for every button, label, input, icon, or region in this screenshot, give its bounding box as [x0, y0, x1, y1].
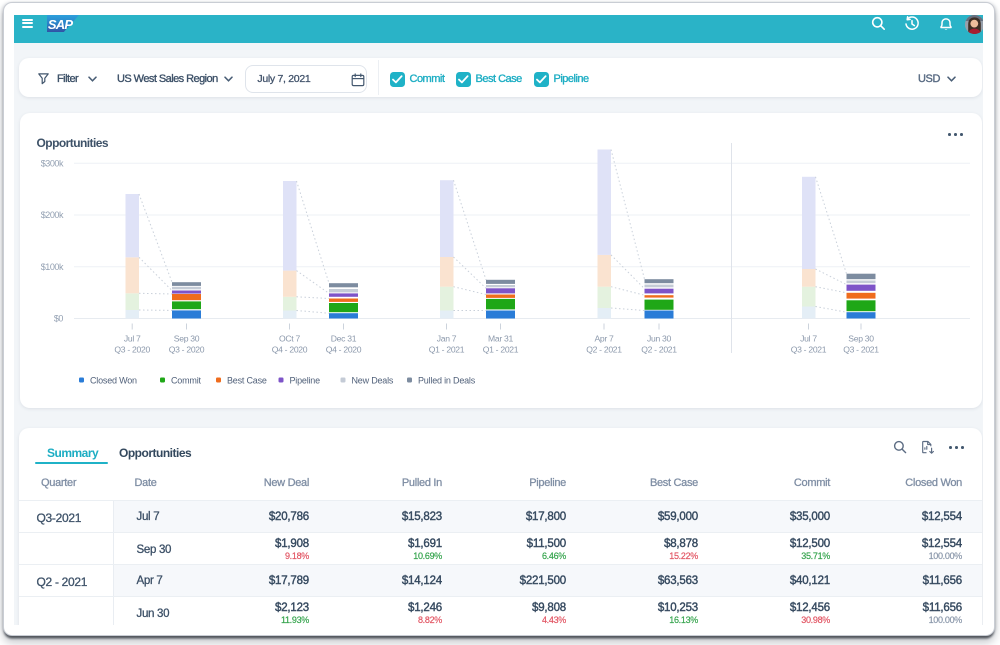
- svg-text:Q3 - 2020: Q3 - 2020: [114, 345, 150, 355]
- svg-text:Q4 - 2020: Q4 - 2020: [326, 345, 362, 355]
- svg-text:Jul 7: Jul 7: [800, 334, 817, 344]
- svg-text:Q3 - 2021: Q3 - 2021: [791, 345, 827, 355]
- svg-text:Jun 30: Jun 30: [647, 334, 672, 344]
- svg-text:Pipeline: Pipeline: [290, 376, 321, 386]
- svg-text:$0: $0: [54, 314, 64, 324]
- svg-text:$100k: $100k: [41, 262, 64, 272]
- svg-text:Pulled in Deals: Pulled in Deals: [418, 376, 476, 386]
- svg-text:Apr 7: Apr 7: [594, 334, 614, 344]
- svg-text:$200k: $200k: [41, 210, 64, 220]
- svg-text:Q3 - 2020: Q3 - 2020: [169, 345, 205, 355]
- svg-text:Commit: Commit: [171, 376, 201, 386]
- svg-text:Q1 - 2021: Q1 - 2021: [483, 345, 519, 355]
- svg-text:Closed Won: Closed Won: [90, 376, 137, 386]
- svg-text:Sep 30: Sep 30: [174, 334, 200, 344]
- svg-text:OCt 7: OCt 7: [279, 334, 300, 344]
- svg-text:Mar 31: Mar 31: [488, 334, 513, 344]
- svg-text:Q3 - 2021: Q3 - 2021: [843, 345, 879, 355]
- svg-text:Sep 30: Sep 30: [848, 334, 874, 344]
- svg-text:Jul 7: Jul 7: [124, 334, 141, 344]
- svg-text:$300k: $300k: [41, 158, 64, 168]
- svg-text:SAP: SAP: [47, 17, 72, 32]
- svg-text:Jan 7: Jan 7: [437, 334, 457, 344]
- svg-text:Best Case: Best Case: [227, 376, 267, 386]
- svg-text:Q2 - 2021: Q2 - 2021: [641, 345, 677, 355]
- svg-text:Q1 - 2021: Q1 - 2021: [429, 345, 465, 355]
- svg-text:Q4 - 2020: Q4 - 2020: [272, 345, 308, 355]
- svg-text:Dec 31: Dec 31: [331, 334, 357, 344]
- svg-text:New Deals: New Deals: [352, 376, 394, 386]
- svg-text:Q2 - 2021: Q2 - 2021: [586, 345, 622, 355]
